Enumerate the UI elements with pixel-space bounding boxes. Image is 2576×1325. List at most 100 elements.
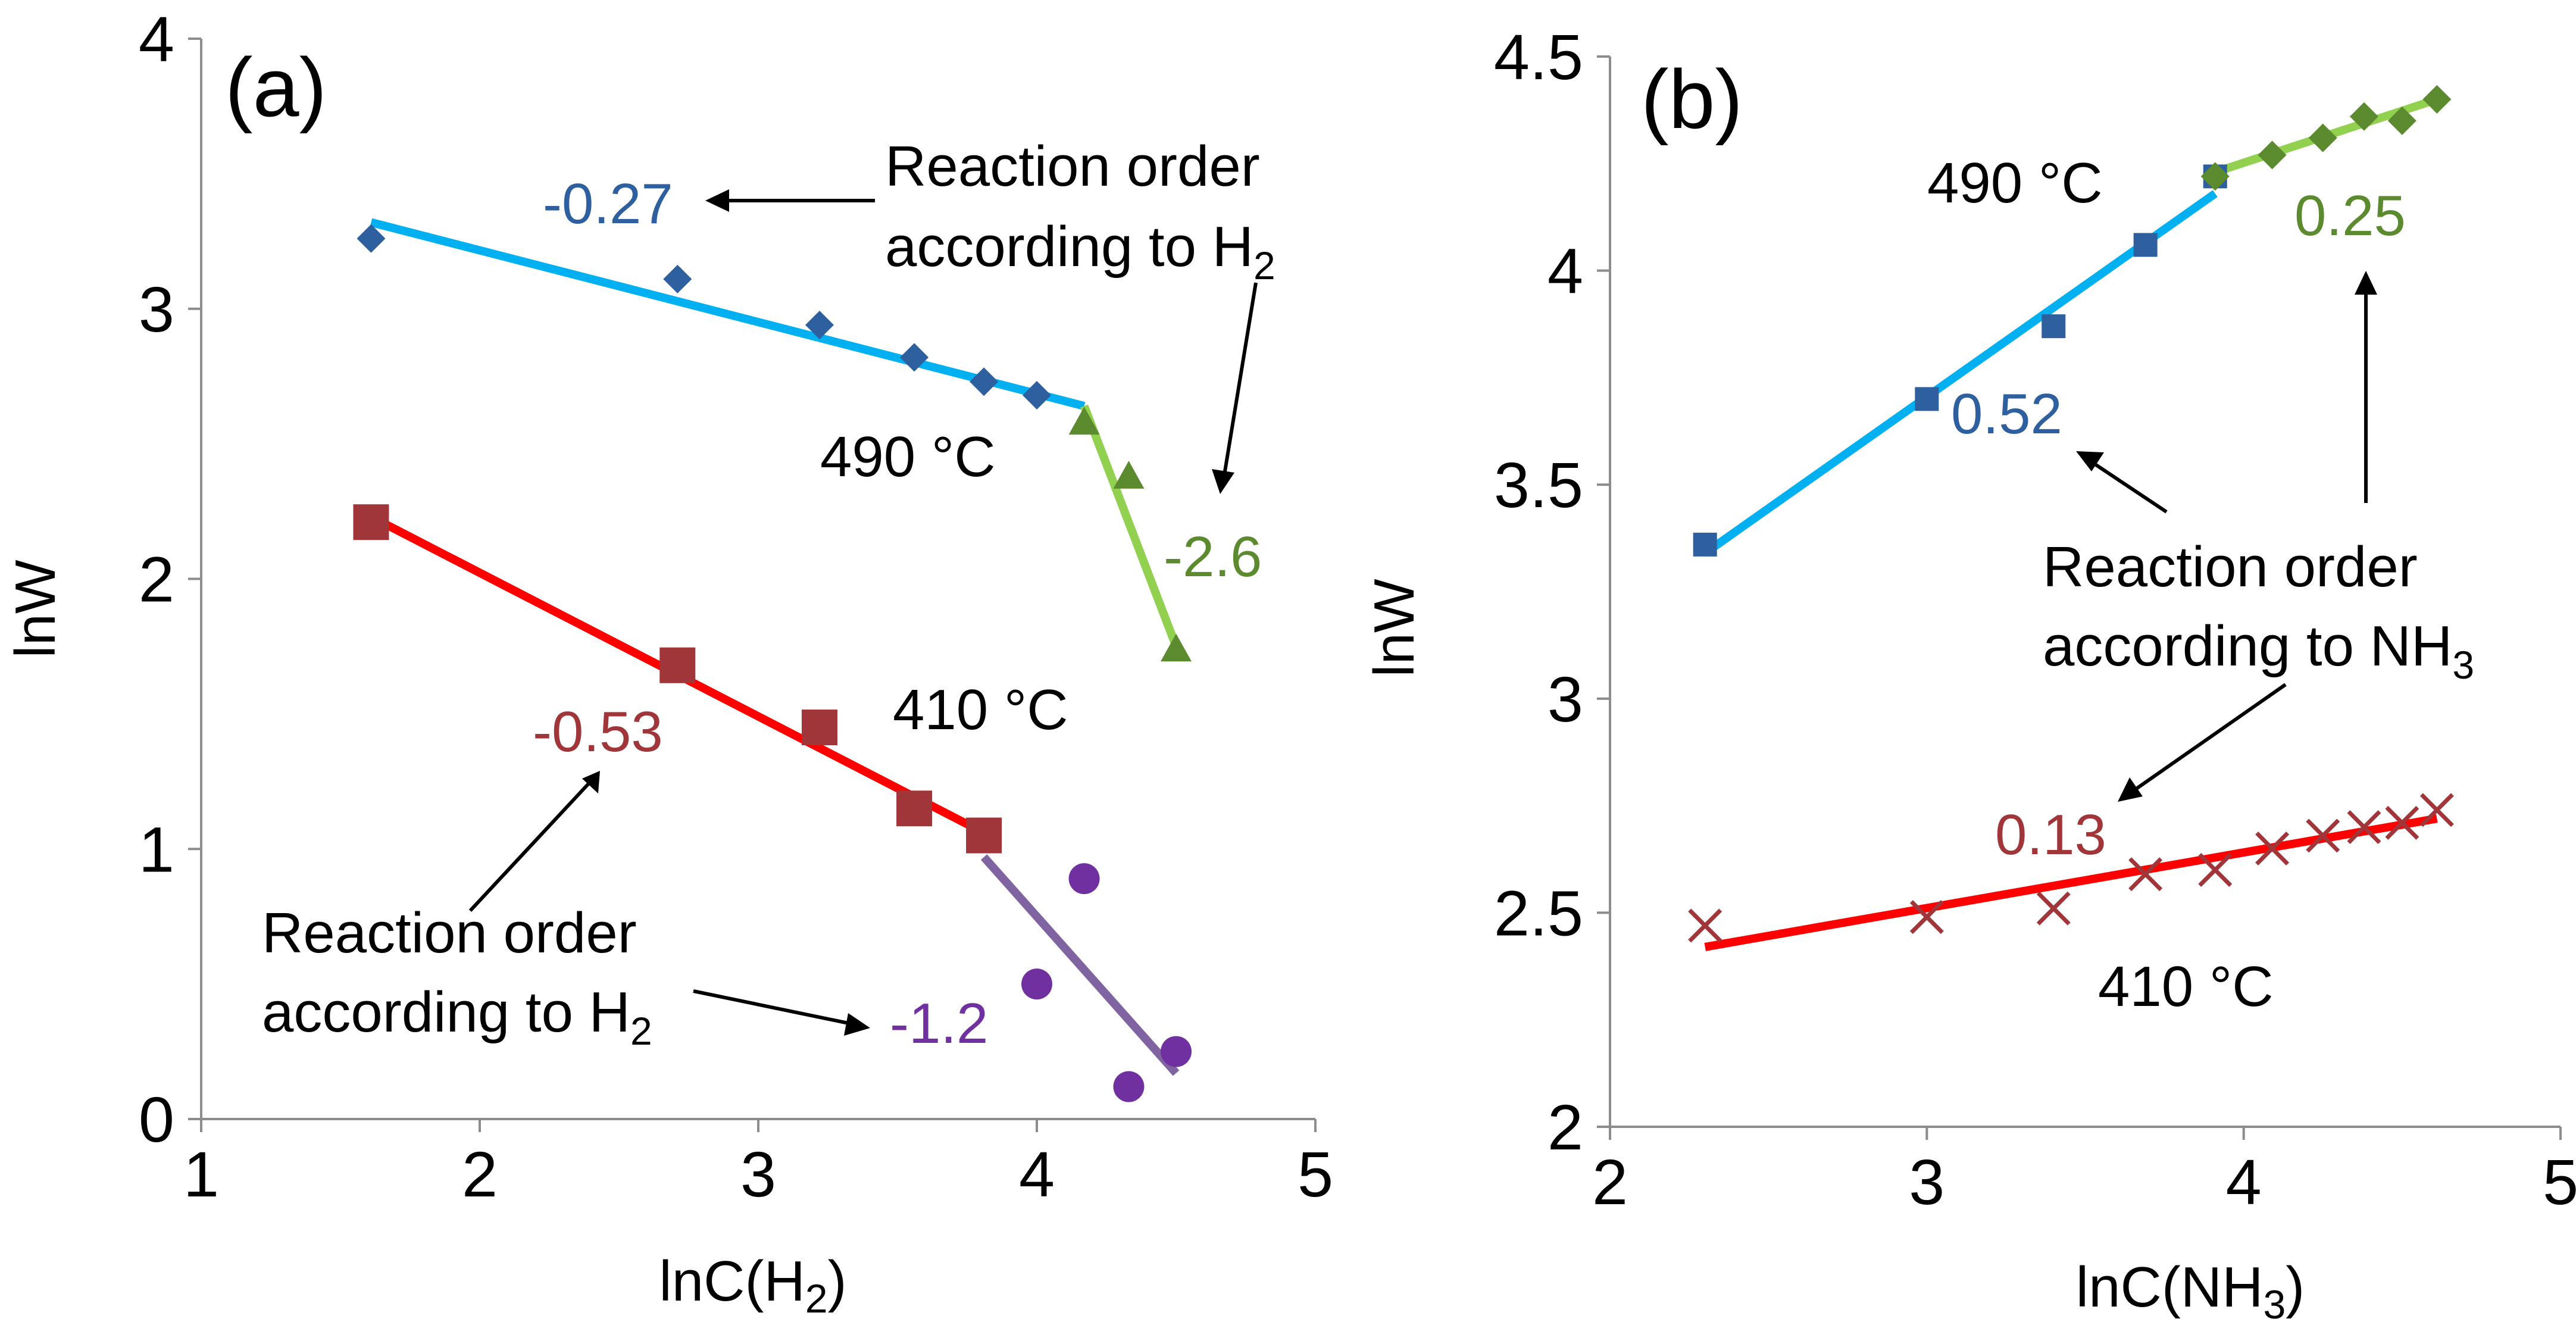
data-point-x — [2306, 818, 2340, 853]
y-tick-label: 2.5 — [1494, 877, 1583, 949]
y-tick-label: 3 — [1548, 663, 1583, 735]
x-tick-label: 2 — [462, 1138, 498, 1210]
data-point-diamond — [2387, 106, 2416, 135]
x-tick-label: 3 — [740, 1138, 776, 1210]
x-marker-stroke — [2198, 853, 2233, 887]
data-point-square — [1915, 387, 1939, 411]
x-marker-stroke — [1688, 908, 1722, 943]
y-tick-label: 1 — [139, 813, 174, 885]
panel-b-data-points — [1688, 85, 2454, 943]
panel-b-order-note-line1: Reaction order — [2043, 535, 2418, 599]
data-point-triangle — [1161, 633, 1192, 662]
data-point-diamond — [900, 343, 929, 372]
fit-line — [370, 218, 1086, 410]
panel-b-label: (b) — [1641, 52, 1743, 146]
data-point-square — [2042, 314, 2066, 339]
data-point-x — [2347, 810, 2381, 845]
panel-a-label: (a) — [225, 40, 327, 134]
data-point-x — [2128, 857, 2163, 892]
panel-a-order-note-bottom-line1: Reaction order — [262, 901, 637, 965]
panel-a-arrows — [468, 189, 1258, 1036]
data-point-square — [353, 504, 389, 540]
slope-label-490-high-h2: -2.6 — [1164, 525, 1262, 589]
fit-line — [1702, 190, 2218, 557]
x-marker-stroke — [2385, 805, 2419, 840]
data-point-x — [1688, 908, 1722, 943]
arrowhead-slope-490-high — [1212, 469, 1234, 494]
data-point-diamond — [663, 264, 692, 293]
arrow-to-slope-410-low — [468, 778, 594, 912]
panel-b-temp-410: 410 °C — [2098, 955, 2274, 1018]
data-point-x — [2419, 793, 2454, 827]
x-marker-stroke — [2306, 818, 2340, 853]
panel-a-order-note-top-line2: according to H2 — [885, 215, 1276, 288]
data-point-square — [896, 790, 933, 827]
data-point-diamond — [2308, 123, 2337, 152]
data-point-triangle — [1068, 407, 1100, 435]
arrow-to-slope-nh3-410 — [2127, 683, 2287, 796]
panel-a-order-note-bottom-line2: according to H2 — [262, 980, 652, 1053]
fit-line — [980, 854, 1180, 1076]
panel-a-data-points — [353, 224, 1192, 1102]
data-point-circle — [1068, 863, 1100, 895]
panel-a-y-axis-title: lnW — [4, 560, 67, 658]
data-point-x — [2255, 832, 2290, 865]
y-tick-label: 2 — [139, 543, 174, 615]
x-tick-label: 5 — [2543, 1146, 2576, 1218]
data-point-circle — [1021, 968, 1052, 1000]
data-point-diamond — [2258, 140, 2287, 170]
x-tick-label: 2 — [1592, 1146, 1628, 1218]
x-tick-label: 5 — [1298, 1138, 1333, 1210]
data-point-square — [659, 647, 696, 683]
data-point-x — [1909, 900, 1944, 935]
panel-a-temp-490: 490 °C — [820, 425, 996, 489]
slope-label-410-high-h2: -1.2 — [890, 992, 988, 1055]
data-point-x — [2385, 805, 2419, 840]
panel-b-axes: 2 3 4 5 2 2.5 3 3.5 4 4.5 — [1494, 21, 2576, 1218]
panel-b-order-note-line2: according to NH3 — [2043, 614, 2474, 687]
x-tick-label: 4 — [1019, 1138, 1055, 1210]
y-tick-label: 0 — [139, 1083, 174, 1155]
slope-label-410-low-h2: -0.53 — [533, 700, 663, 764]
arrowhead-slope-490-low — [705, 189, 729, 212]
panel-b-temp-490: 490 °C — [1927, 151, 2103, 215]
panel-b-x-axis-title: lnC(NH3) — [2076, 1255, 2305, 1325]
y-tick-label: 3 — [139, 273, 174, 345]
fit-line — [1080, 404, 1180, 648]
data-point-diamond — [805, 310, 834, 339]
data-point-diamond — [2200, 162, 2230, 191]
x-tick-label: 1 — [183, 1138, 219, 1210]
x-marker-stroke — [2128, 857, 2163, 892]
data-point-circle — [1113, 1071, 1145, 1102]
x-marker-stroke — [2036, 891, 2071, 926]
panel-a-x-axis-title: lnC(H2) — [659, 1249, 846, 1321]
x-marker-stroke — [2255, 832, 2290, 865]
y-tick-label: 2 — [1548, 1091, 1583, 1163]
arrow-to-slope-490-high — [1221, 282, 1258, 483]
data-point-x — [2036, 891, 2071, 926]
panel-b-y-axis-title: lnW — [1362, 579, 1426, 677]
data-point-square — [801, 710, 837, 746]
x-marker-stroke — [2347, 810, 2381, 845]
x-tick-label: 4 — [2226, 1146, 2262, 1218]
data-point-square — [966, 817, 1002, 854]
y-tick-label: 4 — [139, 3, 174, 75]
panel-a-temp-410: 410 °C — [893, 678, 1068, 742]
data-point-square — [2133, 233, 2158, 257]
data-point-diamond — [357, 224, 386, 253]
data-point-diamond — [2422, 85, 2452, 114]
arrowhead-slope-nh3-low — [2076, 451, 2104, 471]
data-point-triangle — [1113, 461, 1145, 489]
data-point-square — [1693, 532, 1717, 557]
arrowhead-slope-410-high — [844, 1013, 870, 1036]
data-point-diamond — [1023, 380, 1051, 410]
panel-b: 2 3 4 5 2 2.5 3 3.5 4 4.5 (b) lnW lnC(NH3) 0.52 0… — [1362, 21, 2576, 1325]
slope-label-490-high-nh3: 0.25 — [2294, 184, 2406, 248]
y-tick-label: 3.5 — [1494, 449, 1583, 521]
arrowhead-slope-410-low — [582, 771, 600, 793]
data-point-x — [2198, 853, 2233, 887]
arrowhead-slope-nh3-410 — [2118, 777, 2143, 802]
x-marker-stroke — [1909, 900, 1944, 935]
